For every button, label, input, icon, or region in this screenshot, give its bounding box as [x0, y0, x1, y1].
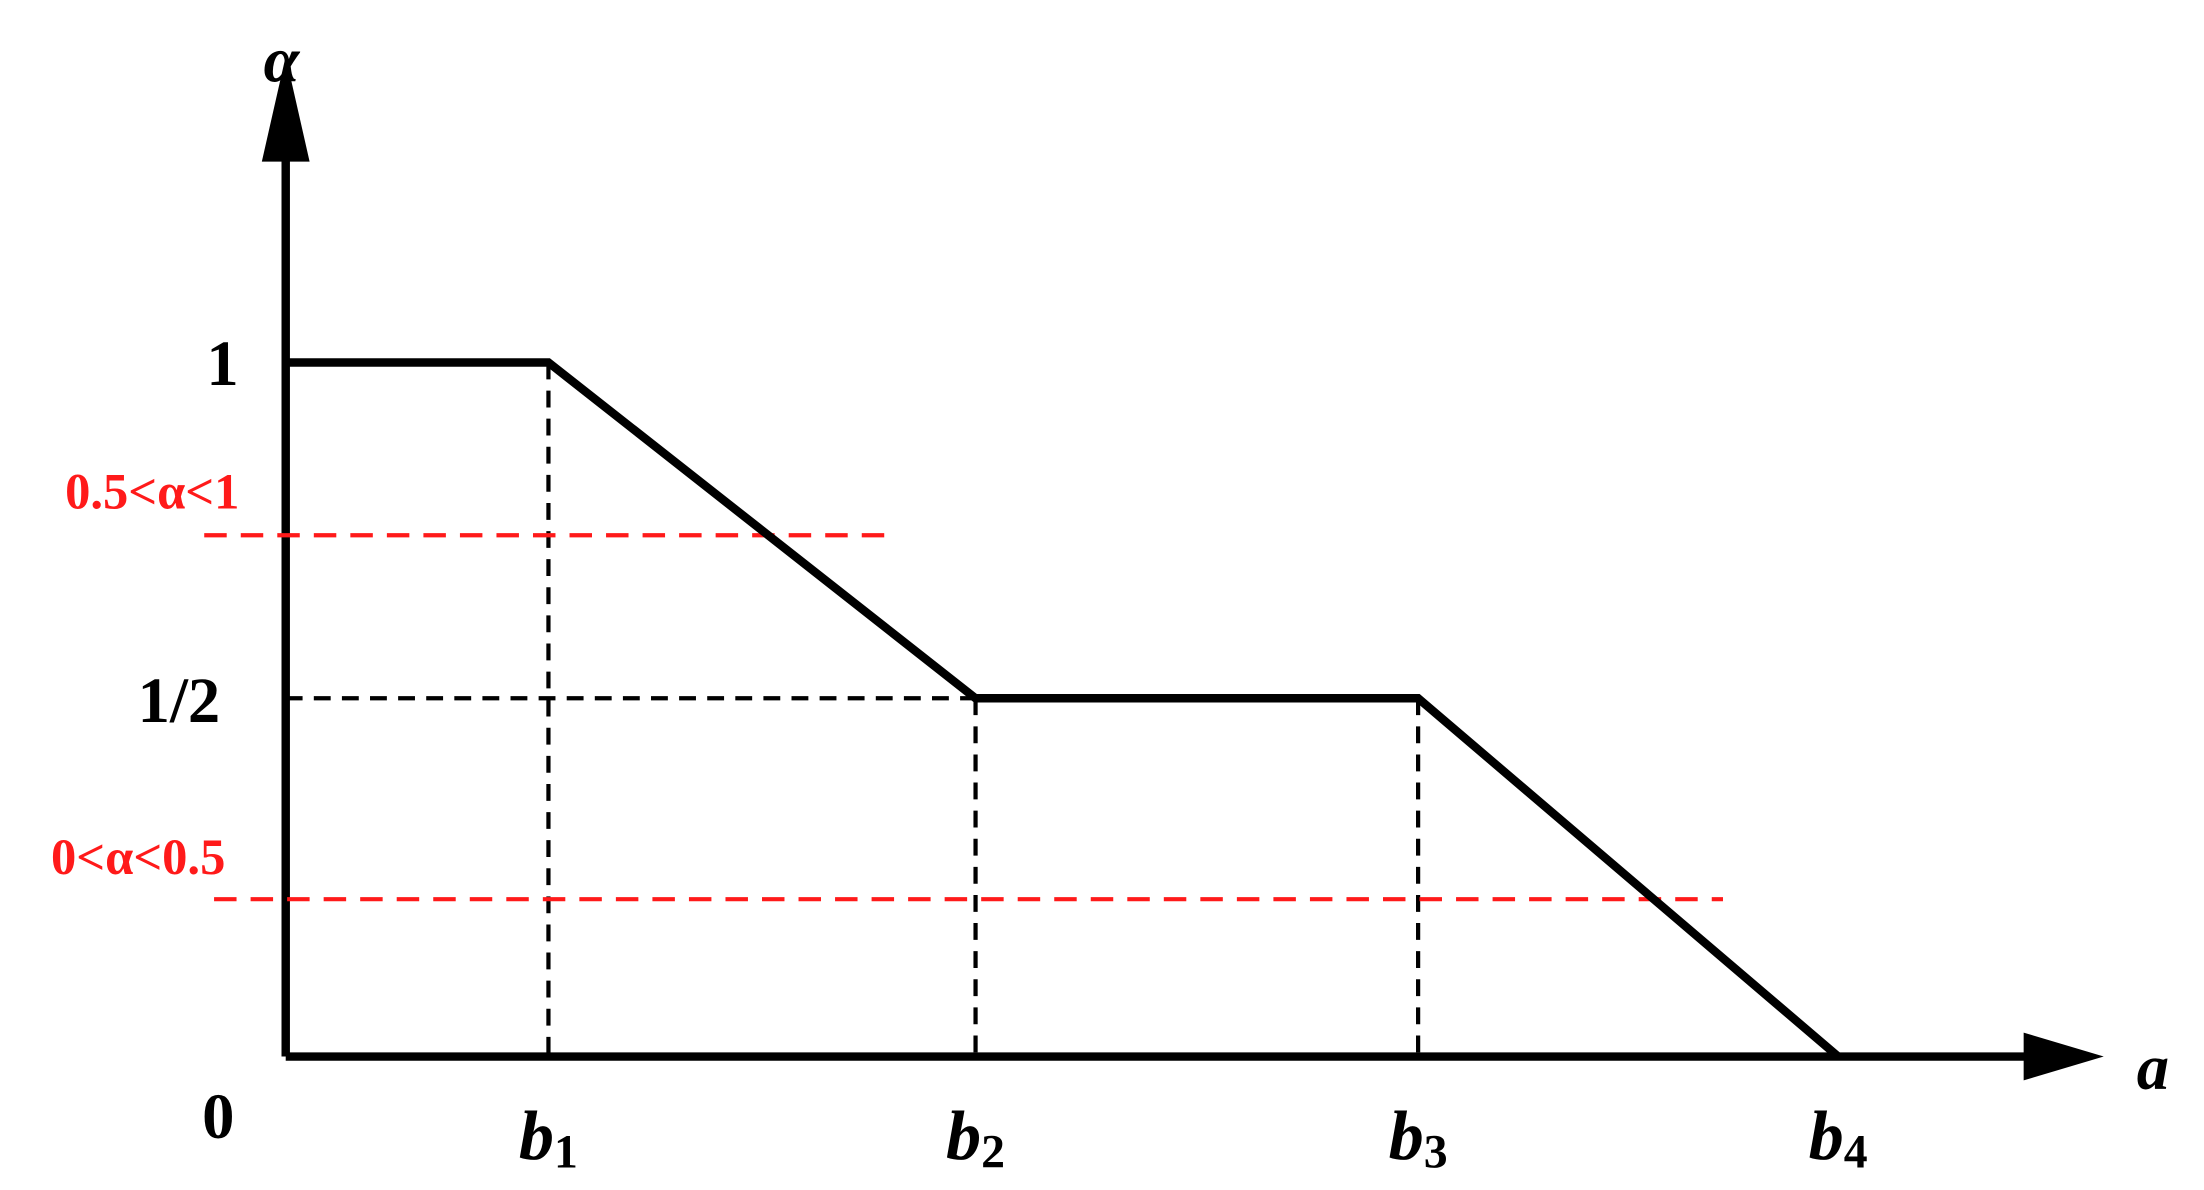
x-point-base: b: [1809, 1097, 1844, 1175]
y-axis-label: α: [264, 23, 301, 95]
x-point-sub: 2: [981, 1126, 1005, 1179]
x-point-label: b3: [1389, 1097, 1448, 1178]
y-level-label: 1/2: [138, 664, 221, 736]
membership-curve: [285, 358, 1841, 1060]
x-point-label: b4: [1809, 1097, 1868, 1178]
x-arrow: [2023, 1032, 2104, 1081]
cut-label: 0<α<0.5: [51, 829, 225, 885]
x-point-label: b2: [946, 1097, 1005, 1178]
x-point-base: b: [519, 1097, 554, 1175]
cut-label: 0.5<α<1: [65, 464, 239, 520]
x-point-sub: 1: [554, 1126, 578, 1179]
x-point-sub: 4: [1844, 1126, 1868, 1179]
y-arrow: [261, 56, 310, 162]
x-point-labels: b1 b2 b3 b4: [519, 1097, 1868, 1178]
x-point-base: b: [946, 1097, 981, 1175]
x-axis-label: a: [2137, 1031, 2169, 1103]
x-point-sub: 3: [1424, 1126, 1448, 1179]
y-level-label: 1: [206, 327, 238, 399]
x-point-base: b: [1389, 1097, 1424, 1175]
x-point-label: b1: [519, 1097, 578, 1178]
origin-label: 0: [202, 1080, 234, 1152]
